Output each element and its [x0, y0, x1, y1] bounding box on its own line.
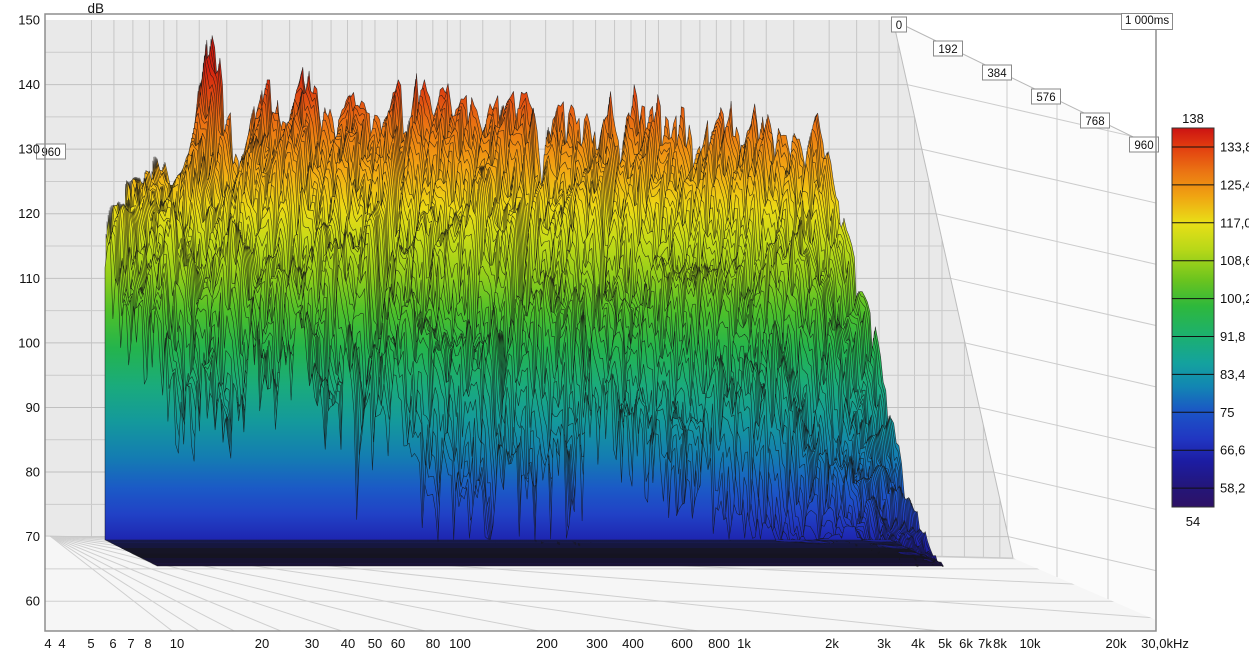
legend-tick-label: 75 [1220, 405, 1234, 420]
legend-tick-label: 108,6 [1220, 253, 1249, 268]
legend-tick-label: 83,4 [1220, 367, 1245, 382]
time-label: 0 [896, 20, 902, 32]
db-tick-label: 130 [18, 142, 40, 157]
time-axis-end-label: 1 000ms [1121, 13, 1174, 30]
time-label-box: 960 [1129, 136, 1159, 153]
freq-tick-label: 3k [877, 636, 891, 651]
legend-tick-label: 133,8 [1220, 140, 1249, 155]
freq-tick-label: 7 [127, 636, 134, 651]
time-label-box-frame [1129, 136, 1159, 153]
floor-time-ray [49, 536, 1156, 631]
right-wall [893, 20, 1156, 620]
freq-tick-label: 6k [959, 636, 973, 651]
time-label-box-frame [982, 64, 1012, 81]
time-label-box-frame [933, 40, 963, 57]
right-wall-db-line [1008, 536, 1156, 572]
waterfall-surface [104, 35, 944, 568]
db-tick-label: 120 [18, 206, 40, 221]
right-wall-db-line [936, 213, 1156, 265]
freq-tick-label: 2k [825, 636, 839, 651]
freq-tick-label: 200 [536, 636, 558, 651]
freq-tick-label: 6 [109, 636, 116, 651]
time-label-box-frame [1031, 88, 1061, 105]
freq-tick-label: 8 [144, 636, 151, 651]
freq-tick-label: 40 [341, 636, 355, 651]
time-label: 192 [938, 44, 957, 56]
right-wall-db-line [979, 406, 1156, 449]
floor-time-ray [49, 536, 1156, 631]
time-label-box: 576 [1031, 88, 1061, 105]
floor-time-ray [49, 536, 1156, 631]
freq-tick-label: 800 [708, 636, 730, 651]
legend-bar [1171, 127, 1215, 508]
freq-tick-label: 1k [737, 636, 751, 651]
db-tick-label: 90 [26, 400, 40, 415]
freq-tick-label: 8k [993, 636, 1007, 651]
freq-tick-label: 600 [671, 636, 693, 651]
freq-tick-label: 4 [44, 636, 51, 651]
time-label-box: 0 [891, 16, 907, 33]
plot-frame [44, 13, 1157, 632]
floor-time-ray [49, 536, 1156, 631]
freq-tick-label: 4 [58, 636, 65, 651]
db-axis-ticks: 150 140 130 120 110 100 90 80 70 60 [18, 13, 40, 609]
time-label-box: 768 [1080, 112, 1110, 129]
freq-tick-label: 30,0kHz [1141, 636, 1189, 651]
db-tick-label: 150 [18, 13, 40, 28]
freq-tick-label: 400 [622, 636, 644, 651]
legend-tick-label: 125,4 [1220, 177, 1249, 192]
freq-tick-label: 80 [426, 636, 440, 651]
time-label-box-frame [891, 16, 907, 33]
freq-tick-label: 5 [87, 636, 94, 651]
time-label-box: 192 [933, 40, 963, 57]
db-axis-title: dB [87, 1, 104, 16]
freq-tick-label: 10 [170, 636, 184, 651]
wall-corner-edge [892, 19, 1014, 559]
freq-tick-label: 7k [978, 636, 992, 651]
db-tick-label: 140 [18, 77, 40, 92]
legend-tick-label: 100,2 [1220, 291, 1249, 306]
time-label-box-frame [36, 143, 66, 160]
legend-min-label: 54 [1185, 514, 1201, 529]
time-label: 960 [41, 147, 60, 159]
time-label-box: 960 [36, 143, 66, 160]
db-tick-label: 110 [19, 271, 40, 286]
db-tick-label: 80 [26, 465, 40, 480]
freq-tick-label: 300 [586, 636, 608, 651]
time-axis-labels: 0 192 384 576 768 960 960 [36, 16, 1159, 160]
legend-tick-label: 58,2 [1220, 481, 1245, 496]
db-tick-label: 60 [26, 594, 40, 609]
legend-max-label: 138 [1182, 111, 1204, 126]
color-legend: 133,8 125,4 117,0 108,6 100,2 91,8 83,4 75 66,6 5… [1171, 127, 1249, 508]
freq-tick-label: 50 [368, 636, 382, 651]
time-label: 960 [1134, 140, 1153, 152]
db-tick-label: 70 [26, 529, 40, 544]
freq-axis-ticks: 4 4 5 6 7 8 10 20 30 40 50 60 80 100 200 300 400 600 800 1k… [44, 636, 1188, 651]
freq-tick-label: 100 [449, 636, 471, 651]
right-wall-db-line [921, 148, 1156, 204]
time-label-box: 384 [982, 64, 1012, 81]
right-wall-db-line [964, 342, 1156, 388]
freq-tick-label: 30 [305, 636, 319, 651]
freq-tick-label: 20 [255, 636, 269, 651]
freq-tick-label: 4k [911, 636, 925, 651]
freq-tick-label: 5k [938, 636, 952, 651]
db-tick-label: 100 [18, 335, 40, 350]
legend-tick-label: 117,0 [1220, 215, 1249, 230]
right-wall-db-line [950, 277, 1156, 327]
right-wall-db-line [993, 471, 1156, 510]
legend-tick-label: 91,8 [1220, 329, 1245, 344]
time-label-box-frame [1080, 112, 1110, 129]
time-label: 576 [1036, 92, 1055, 104]
freq-tick-label: 10k [1020, 636, 1041, 651]
time-label: 768 [1085, 116, 1104, 128]
legend-tick-label: 66,6 [1220, 443, 1245, 458]
waterfall-slice [104, 241, 892, 543]
freq-tick-label: 20k [1106, 636, 1127, 651]
freq-tick-label: 60 [391, 636, 405, 651]
right-wall-db-line [907, 84, 1156, 143]
time-label: 384 [987, 68, 1007, 80]
